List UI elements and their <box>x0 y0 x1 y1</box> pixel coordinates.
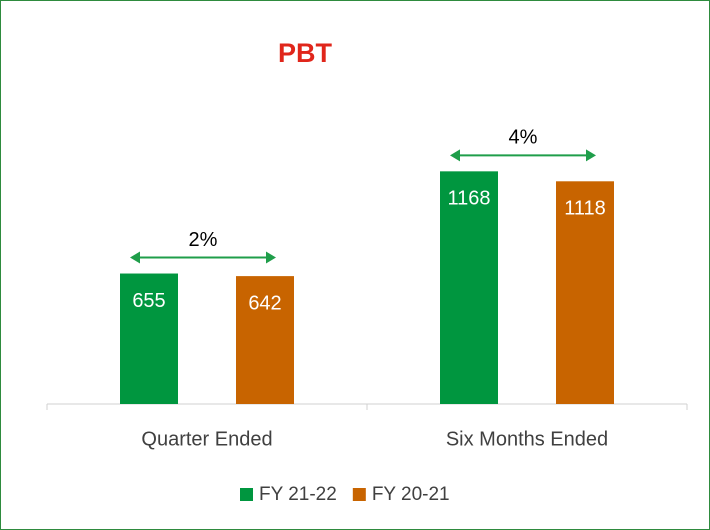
legend-swatch <box>352 488 366 501</box>
bar <box>236 276 294 404</box>
x-tick-label: Six Months Ended <box>446 428 608 450</box>
annotation: 2% <box>189 229 218 251</box>
bar <box>120 273 178 404</box>
data-label: 1118 <box>564 198 606 220</box>
legend-swatch <box>240 488 253 501</box>
legend-label: FY 20-21 <box>372 484 450 505</box>
chart-title: PBT <box>278 38 333 68</box>
legend-label: FY 21-22 <box>259 484 337 505</box>
bar <box>440 171 498 404</box>
data-label: 642 <box>248 292 281 314</box>
arrow-head <box>130 251 140 264</box>
annotation: 4% <box>509 127 538 149</box>
x-tick-label: Quarter Ended <box>141 428 272 450</box>
data-label: 1168 <box>447 188 490 210</box>
arrow-head <box>266 251 276 264</box>
data-label: 655 <box>132 290 165 312</box>
arrow-head <box>586 149 596 162</box>
arrow-head <box>450 149 460 162</box>
bar <box>556 181 614 404</box>
